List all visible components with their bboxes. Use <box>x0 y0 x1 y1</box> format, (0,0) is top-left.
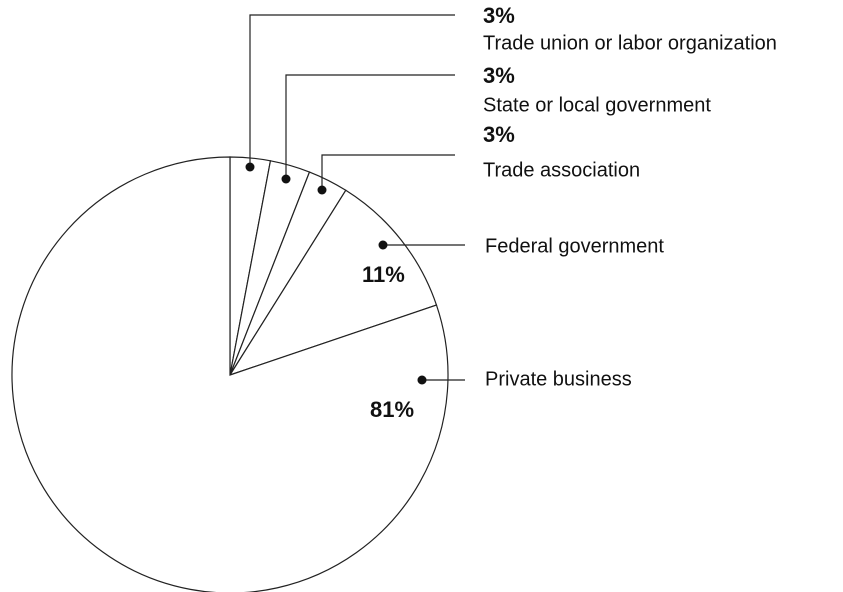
leader-line <box>321 154 455 190</box>
pie-slice <box>11 156 449 592</box>
value-label: 3% <box>483 122 515 147</box>
leader-dot <box>417 375 427 385</box>
value-label: 81% <box>370 397 414 422</box>
pie-slice <box>228 189 438 377</box>
category-label: Private business <box>485 368 632 390</box>
leader-line <box>285 74 455 179</box>
value-label: 11% <box>362 262 405 287</box>
leader-dot <box>317 185 327 195</box>
category-label: Federal government <box>485 235 664 257</box>
category-label: Trade association <box>483 159 640 181</box>
category-label: State or local government <box>483 94 711 116</box>
leader-dot <box>378 240 388 250</box>
leader-dot <box>281 174 291 184</box>
value-label: 3% <box>483 3 515 28</box>
value-label: 3% <box>483 63 515 88</box>
category-label: Trade union or labor organization <box>483 32 777 54</box>
leader-dot <box>245 162 255 172</box>
leader-line <box>249 14 455 167</box>
